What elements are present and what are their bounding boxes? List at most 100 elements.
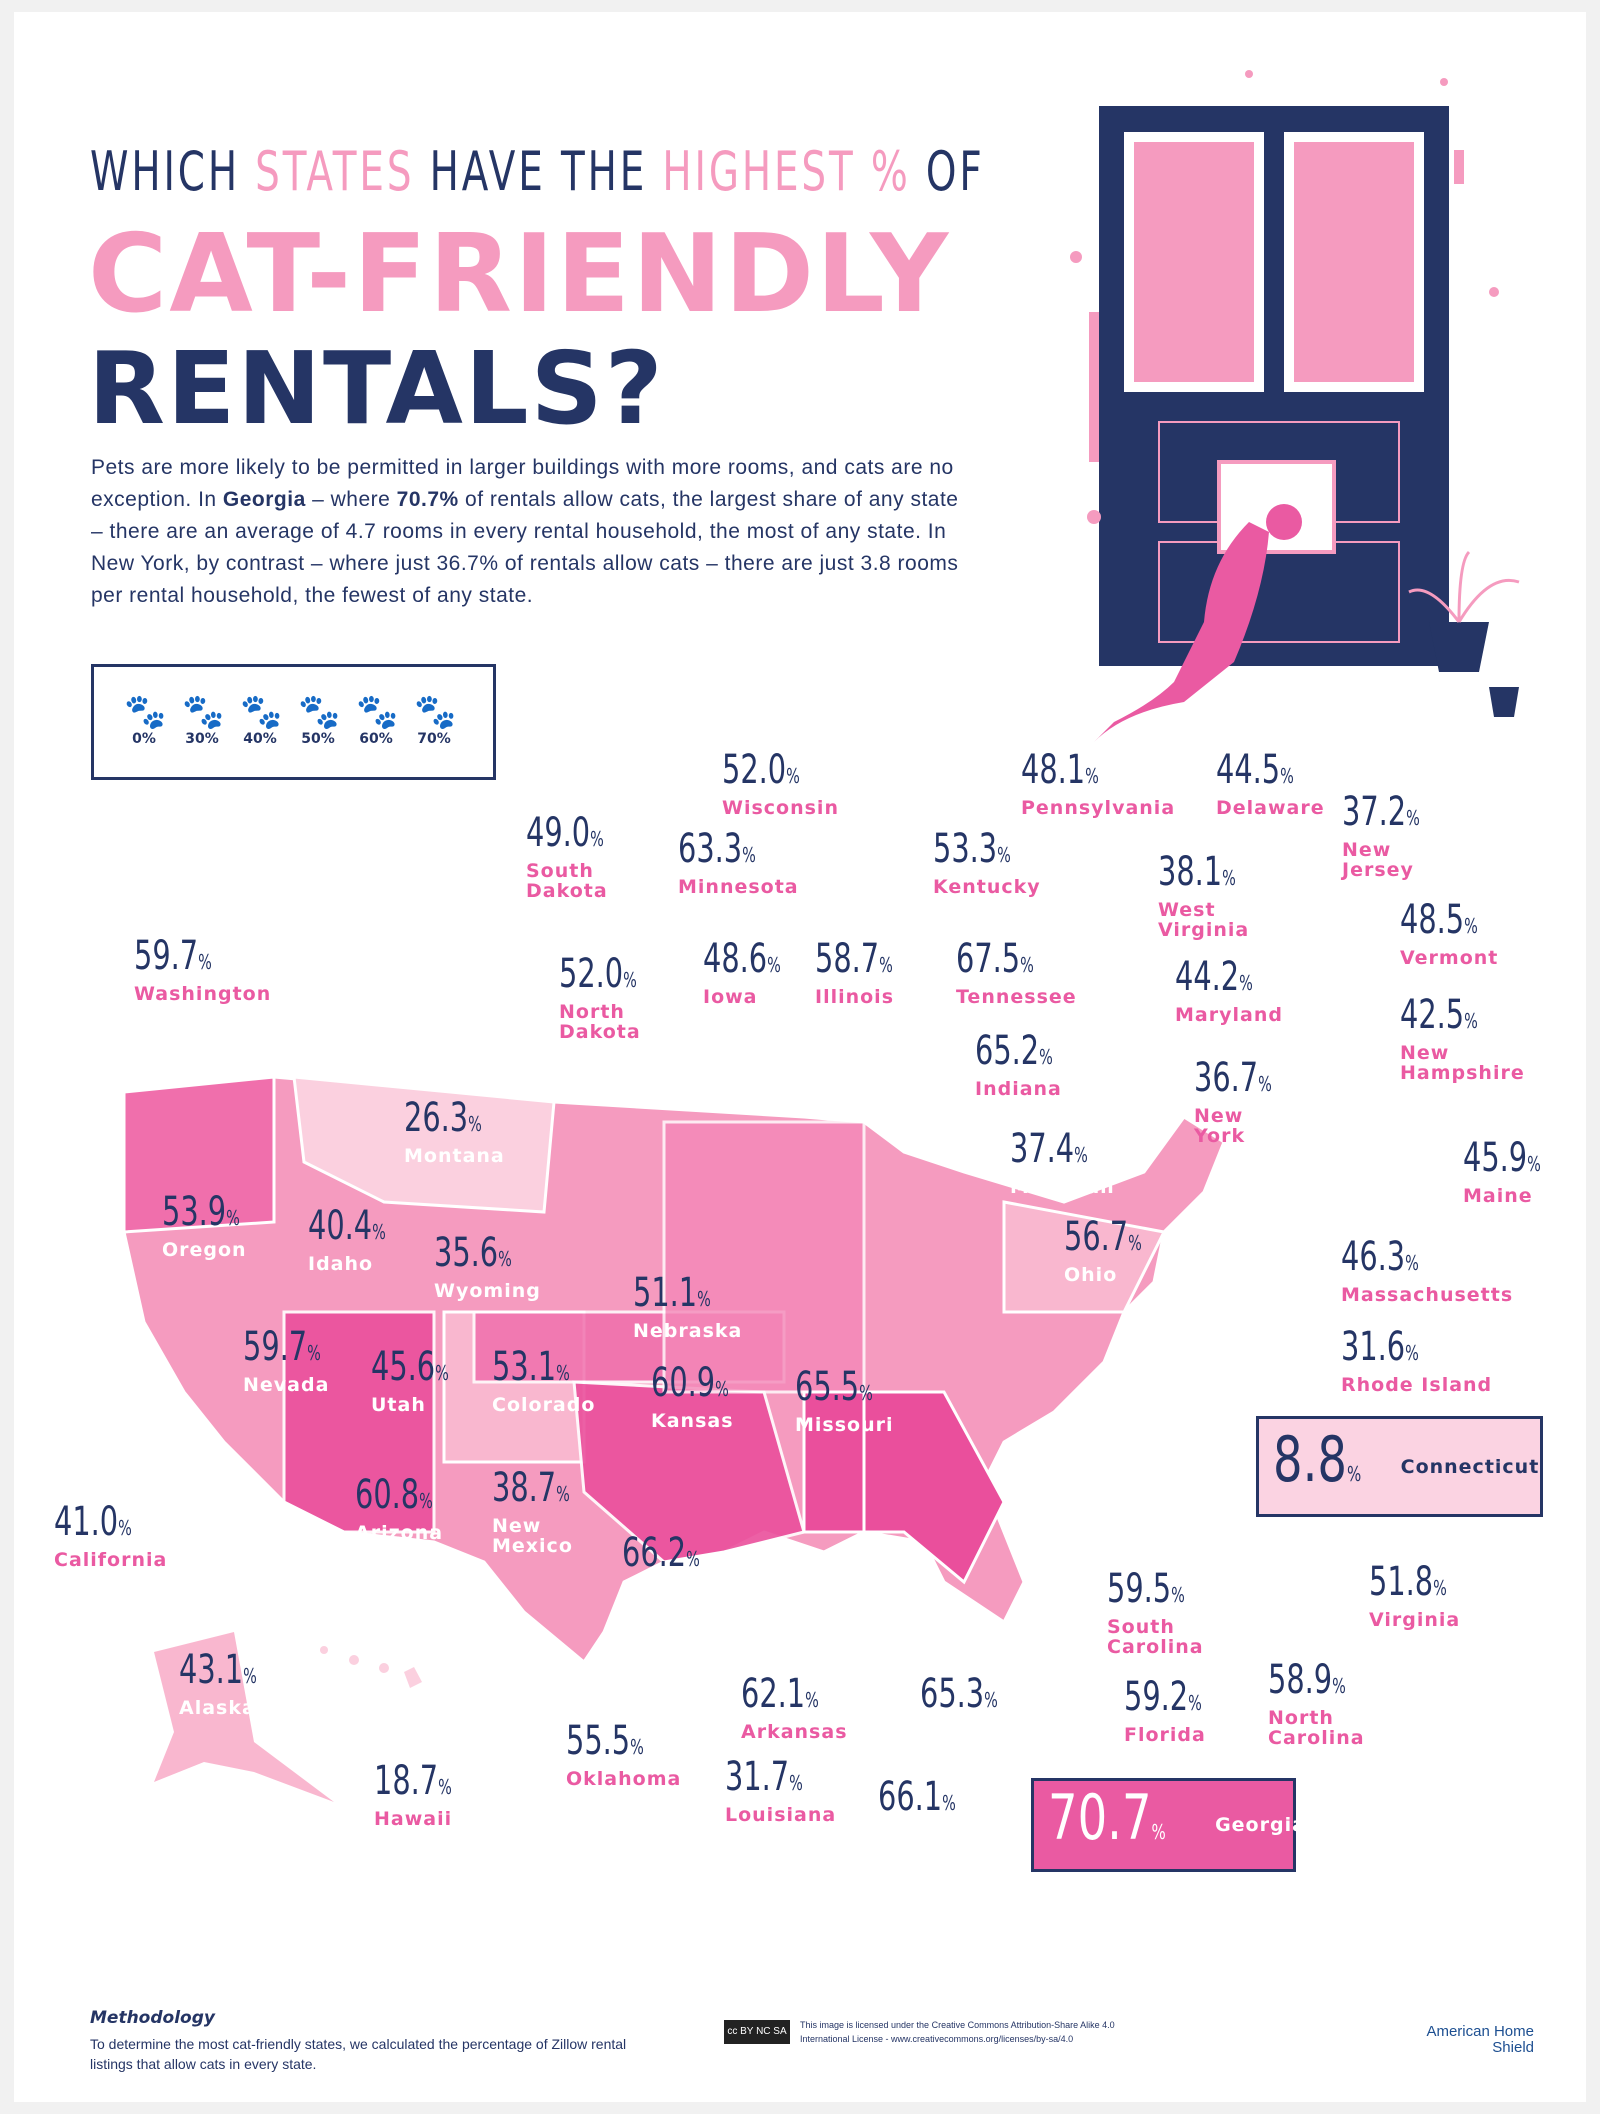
state-name: Arizona: [355, 1522, 444, 1544]
state-name: Wisconsin: [722, 797, 839, 819]
state-label: 40.4% Idaho: [308, 1204, 416, 1274]
state-name: California: [54, 1549, 168, 1571]
state-value: 65.5%: [795, 1364, 873, 1410]
legend-item: 🐾 50%: [298, 693, 340, 777]
cc-license-badge[interactable]: cc BY NC SA: [724, 2020, 790, 2044]
state-name: Ohio: [1064, 1264, 1118, 1286]
title-line-3: RENTALS?: [88, 330, 665, 447]
georgia-highlight: 70.7% Georgia: [1031, 1778, 1305, 1872]
state-label: 36.7% New York: [1194, 1056, 1302, 1146]
state-name: Nevada: [243, 1374, 330, 1396]
state-name: Washington: [134, 983, 272, 1005]
state-name: Kansas: [651, 1410, 734, 1432]
state-value: 43.1%: [179, 1647, 257, 1693]
state-value: 42.5%: [1400, 992, 1478, 1038]
state-label: 31.7% Louisiana: [725, 1755, 836, 1825]
state-value: 53.9%: [162, 1189, 240, 1235]
legend-label: 40%: [243, 731, 277, 747]
state-name: Indiana: [975, 1078, 1062, 1100]
legend-label: 30%: [185, 731, 219, 747]
intro-paragraph: Pets are more likely to be permitted in …: [91, 456, 959, 607]
state-value: 70.7%: [1048, 1781, 1166, 1854]
state-value: 59.7%: [134, 933, 212, 979]
state-value: 52.0%: [559, 951, 637, 997]
state-label: 31.6% Rhode Island: [1341, 1325, 1492, 1395]
state-label: 60.8% Arizona: [355, 1473, 463, 1543]
state-name: Oklahoma: [566, 1768, 682, 1790]
legend-item: 🐾 40%: [240, 692, 283, 777]
state-value: 59.5%: [1107, 1566, 1185, 1612]
state-label: 37.2% New Jersey: [1342, 790, 1450, 880]
state-label: 52.0% Wisconsin: [722, 748, 839, 818]
state-label: 48.6% Iowa: [703, 937, 811, 1007]
state-value: 53.1%: [492, 1344, 570, 1390]
state-value: 31.6%: [1341, 1324, 1419, 1370]
state-label: 67.5% Tennessee: [956, 937, 1077, 1007]
legend-label: 70%: [417, 731, 451, 747]
connecticut-highlight: 8.8% Connecticut: [1256, 1416, 1543, 1517]
state-name: Iowa: [703, 986, 758, 1008]
state-name: Texas: [622, 1580, 687, 1602]
state-value: 31.7%: [725, 1754, 803, 1800]
paw-icon: 🐾: [182, 692, 225, 732]
state-name: Pennsylvania: [1021, 797, 1176, 819]
state-label: 65.2% Indiana: [975, 1029, 1083, 1099]
state-label: 53.1% Colorado: [492, 1345, 600, 1415]
state-name: Kentucky: [933, 876, 1041, 898]
state-value: 55.5%: [566, 1718, 644, 1764]
state-label: 45.9% Maine: [1463, 1136, 1571, 1206]
state-name: Idaho: [308, 1253, 374, 1275]
state-label: 62.1% Arkansas: [741, 1672, 849, 1742]
paw-icon: 🐾: [240, 692, 283, 732]
state-value: 48.6%: [703, 936, 781, 982]
state-label: 59.5% South Carolina: [1107, 1567, 1215, 1657]
state-value: 37.2%: [1342, 789, 1420, 835]
state-name: Connecticut: [1400, 1455, 1540, 1478]
us-map: [122, 1075, 1226, 1665]
state-label: 51.1% Nebraska: [633, 1271, 742, 1341]
state-label: 53.9% Oregon: [162, 1190, 270, 1260]
state-label: 38.1% West Virginia: [1158, 850, 1266, 940]
state-value: 62.1%: [741, 1671, 819, 1717]
state-value: 35.6%: [434, 1230, 512, 1276]
infographic: WHICH STATES HAVE THE HIGHEST % OF CAT-F…: [14, 12, 1586, 2102]
state-label: 58.7% Illinois: [815, 937, 923, 1007]
paw-icon: 🐾: [124, 692, 167, 732]
alaska-shape: [154, 1632, 334, 1802]
state-name: Tennessee: [956, 986, 1077, 1008]
state-value: 53.3%: [933, 826, 1011, 872]
state-name: Hawaii: [374, 1808, 453, 1830]
state-name: Utah: [371, 1394, 426, 1416]
state-value: 44.2%: [1175, 954, 1253, 1000]
state-name: West Virginia: [1158, 899, 1250, 941]
paw-icon: 🐾: [356, 692, 399, 732]
legend-label: 0%: [132, 731, 156, 747]
state-label: 48.5% Vermont: [1400, 898, 1508, 968]
state-name: North Dakota: [559, 1001, 641, 1043]
american-home-shield-logo[interactable]: American Home Shield: [1426, 2023, 1534, 2056]
state-label: 42.5% New Hampshire: [1400, 993, 1525, 1083]
state-value: 8.8%: [1273, 1422, 1362, 1496]
methodology-text: To determine the most cat-friendly state…: [90, 2036, 627, 2072]
state-value: 26.3%: [404, 1095, 482, 1141]
state-name: Oregon: [162, 1239, 247, 1261]
state-name: Maine: [1463, 1185, 1533, 1207]
state-value: 44.5%: [1216, 747, 1294, 793]
state-value: 66.2%: [622, 1530, 700, 1576]
state-label: 44.2% Maryland: [1175, 955, 1283, 1025]
state-name: Delaware: [1216, 797, 1325, 819]
state-label: 58.9% North Carolina: [1268, 1658, 1376, 1748]
state-label: 38.7% New Mexico: [492, 1466, 600, 1556]
state-label: 66.2% Texas: [622, 1531, 730, 1601]
state-value: 60.9%: [651, 1360, 729, 1406]
state-value: 60.8%: [355, 1472, 433, 1518]
state-label: 41.0% California: [54, 1500, 167, 1570]
state-value: 38.7%: [492, 1465, 570, 1511]
state-label: 56.7% Ohio: [1064, 1215, 1172, 1285]
state-value: 48.1%: [1021, 747, 1099, 793]
state-value: 51.1%: [633, 1270, 711, 1316]
state-label: 59.7% Washington: [134, 934, 271, 1004]
legend: 🐾 0% 🐾 30% 🐾 40% 🐾 50% 🐾 60% 🐾 70%: [91, 664, 496, 780]
state-label: 44.5% Delaware: [1216, 748, 1325, 818]
state-name: Vermont: [1400, 947, 1499, 969]
